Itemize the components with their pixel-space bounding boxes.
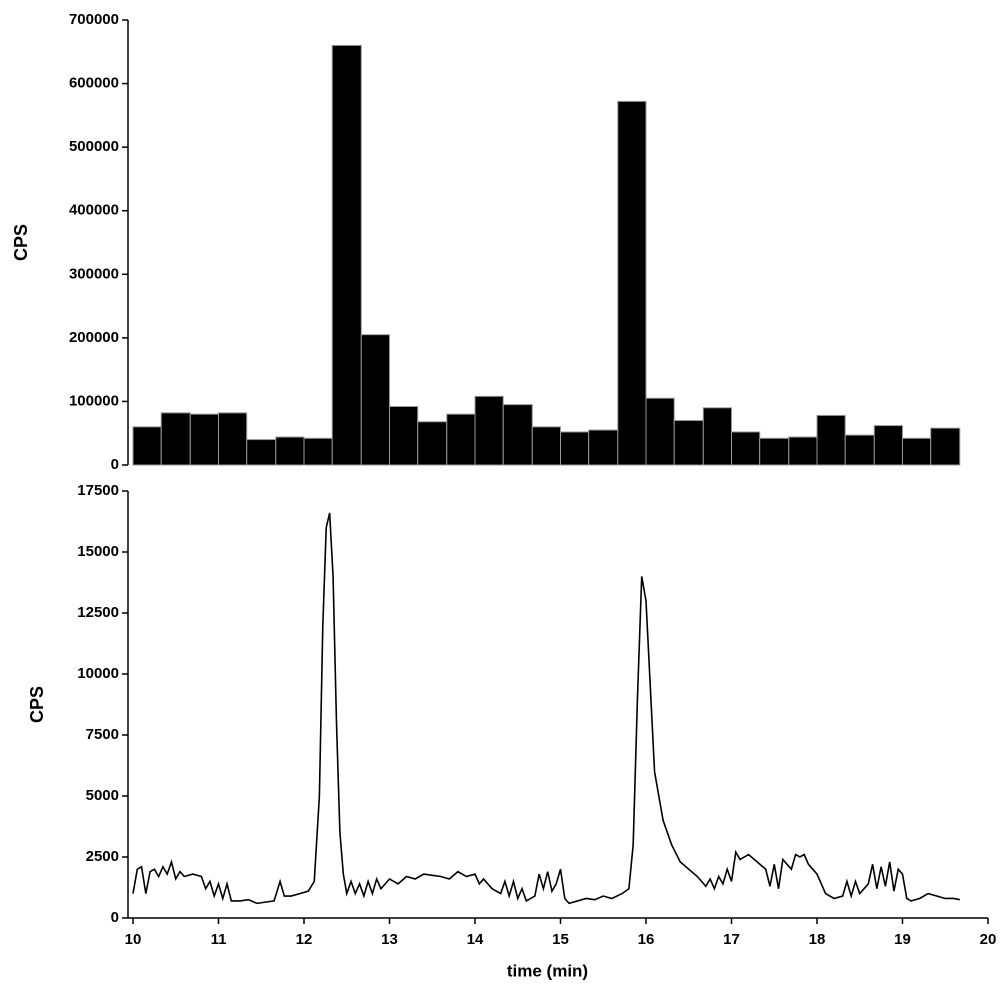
x-tick-label: 18 xyxy=(809,931,826,948)
y-tick-label: 0 xyxy=(111,909,119,926)
x-tick-label: 15 xyxy=(552,931,569,948)
y-axis-label: CPS xyxy=(27,686,47,723)
bar xyxy=(617,100,647,466)
x-tick-label: 17 xyxy=(723,931,740,948)
bar xyxy=(560,431,590,466)
bar xyxy=(731,431,761,466)
bar xyxy=(902,437,932,466)
y-axis-label: CPS xyxy=(11,224,31,261)
bar xyxy=(360,334,391,466)
y-tick-label: 10000 xyxy=(77,665,119,682)
bar xyxy=(873,425,903,466)
bar xyxy=(331,44,362,466)
x-axis-label: time (min) xyxy=(507,961,588,980)
x-tick-label: 20 xyxy=(980,931,997,948)
bar xyxy=(502,404,533,466)
y-tick-label: 15000 xyxy=(77,543,119,560)
y-tick-label: 200000 xyxy=(69,329,119,346)
x-tick-label: 13 xyxy=(381,931,398,948)
x-tick-label: 16 xyxy=(638,931,655,948)
bar xyxy=(531,426,561,466)
y-tick-label: 5000 xyxy=(86,787,119,804)
bar xyxy=(246,439,277,466)
y-tick-label: 600000 xyxy=(69,75,119,92)
bar xyxy=(844,434,875,466)
bar xyxy=(673,420,704,466)
bar xyxy=(218,412,248,466)
y-tick-label: 700000 xyxy=(69,11,119,28)
y-tick-label: 2500 xyxy=(86,848,119,865)
x-tick-label: 14 xyxy=(467,931,484,948)
bar xyxy=(132,426,162,466)
bar xyxy=(930,427,961,466)
bar xyxy=(645,397,675,466)
bar xyxy=(702,407,732,466)
bar xyxy=(446,413,476,466)
y-tick-label: 300000 xyxy=(69,265,119,282)
bar xyxy=(275,436,305,466)
y-tick-label: 400000 xyxy=(69,202,119,219)
x-tick-label: 19 xyxy=(894,931,911,948)
bar xyxy=(788,436,818,466)
bar xyxy=(160,412,191,466)
bar xyxy=(816,414,846,466)
y-tick-label: 7500 xyxy=(86,726,119,743)
bar xyxy=(389,406,419,466)
y-tick-label: 12500 xyxy=(77,604,119,621)
x-tick-label: 12 xyxy=(296,931,313,948)
bar xyxy=(759,437,790,466)
y-tick-label: 0 xyxy=(111,456,119,473)
bar xyxy=(303,437,333,466)
y-tick-label: 17500 xyxy=(77,482,119,499)
y-tick-label: 100000 xyxy=(69,392,119,409)
bar xyxy=(189,413,220,466)
line xyxy=(132,512,960,905)
x-tick-label: 10 xyxy=(125,931,142,948)
x-tick-label: 11 xyxy=(211,931,227,948)
bar xyxy=(588,429,619,466)
bar xyxy=(417,421,448,466)
bar xyxy=(474,395,504,466)
y-tick-label: 500000 xyxy=(69,138,119,155)
